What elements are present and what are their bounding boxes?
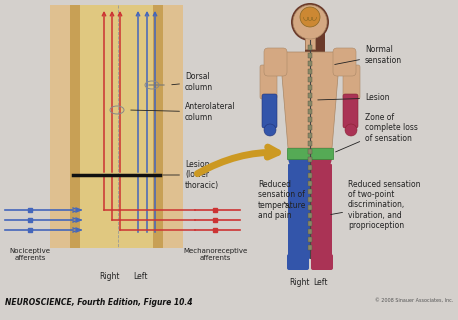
FancyBboxPatch shape — [310, 164, 332, 259]
Bar — [308, 157, 312, 162]
Text: Right: Right — [290, 278, 310, 287]
Bar — [308, 141, 312, 146]
Bar — [308, 181, 312, 186]
Bar — [80, 5, 153, 248]
FancyBboxPatch shape — [288, 164, 310, 259]
FancyBboxPatch shape — [287, 254, 309, 270]
Bar — [308, 221, 312, 226]
Bar — [308, 77, 312, 82]
Bar — [308, 125, 312, 130]
FancyBboxPatch shape — [305, 17, 325, 63]
Bar — [308, 117, 312, 122]
Text: Nociceptive
afferents: Nociceptive afferents — [10, 248, 50, 261]
Text: Mechanoreceptive
afferents: Mechanoreceptive afferents — [183, 248, 247, 261]
Bar — [308, 109, 312, 114]
FancyBboxPatch shape — [333, 48, 356, 76]
FancyBboxPatch shape — [264, 48, 287, 76]
Text: Anterolateral
column: Anterolateral column — [131, 102, 235, 122]
Text: Dorsal
column: Dorsal column — [172, 72, 213, 92]
Circle shape — [291, 3, 329, 41]
Bar — [308, 61, 312, 66]
Circle shape — [300, 7, 320, 27]
Bar — [308, 45, 312, 50]
Polygon shape — [280, 52, 340, 148]
FancyBboxPatch shape — [262, 94, 277, 128]
Bar — [308, 189, 312, 194]
Text: Left: Left — [313, 278, 327, 287]
Polygon shape — [310, 159, 332, 166]
Bar — [308, 245, 312, 250]
FancyBboxPatch shape — [343, 65, 360, 99]
Text: Reduced sensation
of two-point
discrimination,
vibration, and
proprioception: Reduced sensation of two-point discrimin… — [331, 180, 420, 230]
Text: Reduced
sensation of
temperature
and pain: Reduced sensation of temperature and pai… — [258, 180, 306, 220]
Circle shape — [264, 124, 276, 136]
Bar — [308, 213, 312, 218]
Bar — [308, 69, 312, 74]
Text: Left: Left — [133, 272, 147, 281]
Bar — [305, 37, 315, 49]
Bar — [308, 53, 312, 58]
Bar — [70, 5, 163, 248]
Bar — [308, 229, 312, 234]
Bar — [308, 173, 312, 178]
Bar — [50, 5, 183, 248]
Text: Lesion
(lower
thoracic): Lesion (lower thoracic) — [163, 160, 219, 190]
Bar — [308, 101, 312, 106]
Bar — [308, 197, 312, 202]
Bar — [287, 148, 333, 159]
Circle shape — [345, 124, 357, 136]
Text: Zone of
complete loss
of sensation: Zone of complete loss of sensation — [336, 113, 418, 152]
FancyBboxPatch shape — [260, 65, 277, 99]
Bar — [308, 85, 312, 90]
Bar — [308, 93, 312, 98]
Text: Right: Right — [100, 272, 120, 281]
Text: Normal
sensation: Normal sensation — [335, 45, 402, 65]
Text: Lesion: Lesion — [318, 93, 389, 102]
Polygon shape — [288, 159, 310, 166]
Bar — [308, 133, 312, 138]
FancyBboxPatch shape — [311, 254, 333, 270]
Bar — [308, 205, 312, 210]
Bar — [308, 165, 312, 170]
Text: © 2008 Sinauer Associates, Inc.: © 2008 Sinauer Associates, Inc. — [375, 298, 453, 303]
Circle shape — [293, 5, 327, 39]
Bar — [308, 237, 312, 242]
FancyBboxPatch shape — [343, 94, 358, 128]
Text: NEUROSCIENCE, Fourth Edition, Figure 10.4: NEUROSCIENCE, Fourth Edition, Figure 10.… — [5, 298, 192, 307]
Bar — [308, 149, 312, 154]
